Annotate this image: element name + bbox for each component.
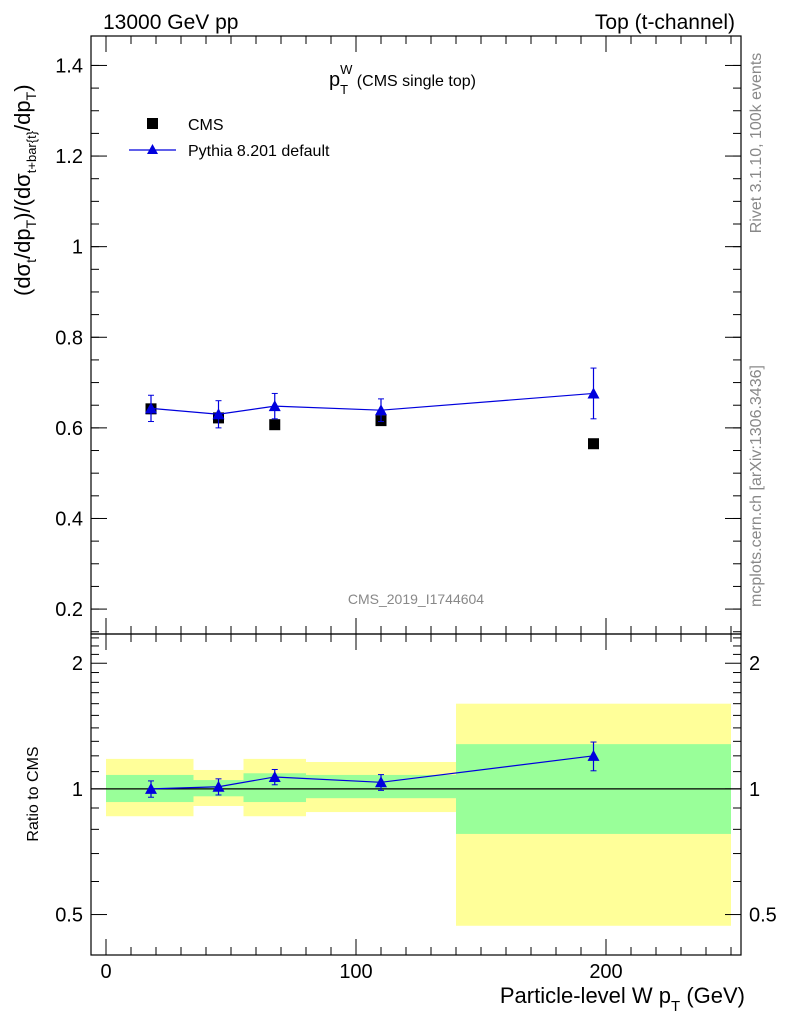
y-tick-label: 0.4 bbox=[55, 508, 83, 530]
ratio-tick-label-left: 2 bbox=[72, 653, 83, 675]
legend-marker-pythia bbox=[147, 144, 158, 154]
legend-marker-cms bbox=[147, 118, 158, 129]
ratio-point bbox=[587, 749, 600, 761]
x-tick-label: 0 bbox=[100, 961, 111, 983]
ratio-tick-label-right: 2 bbox=[749, 653, 760, 675]
pythia-data-point bbox=[375, 404, 387, 416]
y-tick-label: 0.6 bbox=[55, 418, 83, 440]
x-axis-label: Particle-level W pT (GeV) bbox=[500, 983, 745, 1015]
ratio-tick-label-left: 1 bbox=[72, 779, 83, 801]
ratio-point bbox=[212, 780, 225, 792]
cms-data-point bbox=[588, 438, 599, 450]
y-tick-label: 1.2 bbox=[55, 146, 83, 168]
y-tick-label: 1.4 bbox=[55, 55, 83, 77]
pythia-data-point bbox=[587, 387, 600, 399]
header-right: Top (t-channel) bbox=[595, 11, 735, 34]
ratio-tick-label-right: 0.5 bbox=[749, 905, 777, 927]
y-tick-label: 1 bbox=[72, 237, 83, 259]
x-tick-label: 100 bbox=[339, 961, 372, 983]
y-tick-label: 0.2 bbox=[55, 599, 83, 621]
pythia-data-point bbox=[145, 402, 157, 414]
legend: CMS Pythia 8.201 default bbox=[129, 117, 330, 160]
pythia-data-point bbox=[212, 408, 225, 420]
y-axis-label-ratio: Ratio to CMS bbox=[25, 746, 42, 841]
ratio-frame bbox=[90, 633, 742, 956]
ratio-point bbox=[145, 782, 157, 794]
legend-label-cms: CMS bbox=[188, 117, 224, 134]
x-tick-label: 200 bbox=[589, 961, 622, 983]
ratio-panel: 0 100 200 0.5 0.5 1 1 2 2 bbox=[55, 633, 777, 983]
cms-data-point bbox=[269, 419, 281, 431]
y-axis-label-top: (dσt/dpT)/(dσt+bar{t}/dpT) bbox=[10, 84, 39, 296]
ratio-point bbox=[375, 776, 387, 788]
rivet-label: Rivet 3.1.10, 100k events bbox=[748, 53, 765, 234]
plot-title: pTW (CMS single top) bbox=[329, 62, 476, 97]
ratio-tick-label-left: 0.5 bbox=[55, 905, 83, 927]
y-tick-label: 0.8 bbox=[55, 327, 83, 349]
pythia-data-point bbox=[268, 400, 281, 412]
analysis-watermark: CMS_2019_I1744604 bbox=[348, 591, 484, 607]
ratio-tick-label-right: 1 bbox=[749, 779, 760, 801]
legend-label-pythia: Pythia 8.201 default bbox=[188, 143, 330, 160]
header-left: 13000 GeV pp bbox=[103, 11, 238, 34]
mcplots-label: mcplots.cern.ch [arXiv:1306.3436] bbox=[748, 365, 765, 607]
main-panel: 0.2 0.4 0.6 0.8 1 1.2 1.4 bbox=[55, 35, 742, 635]
ratio-point bbox=[268, 770, 281, 782]
